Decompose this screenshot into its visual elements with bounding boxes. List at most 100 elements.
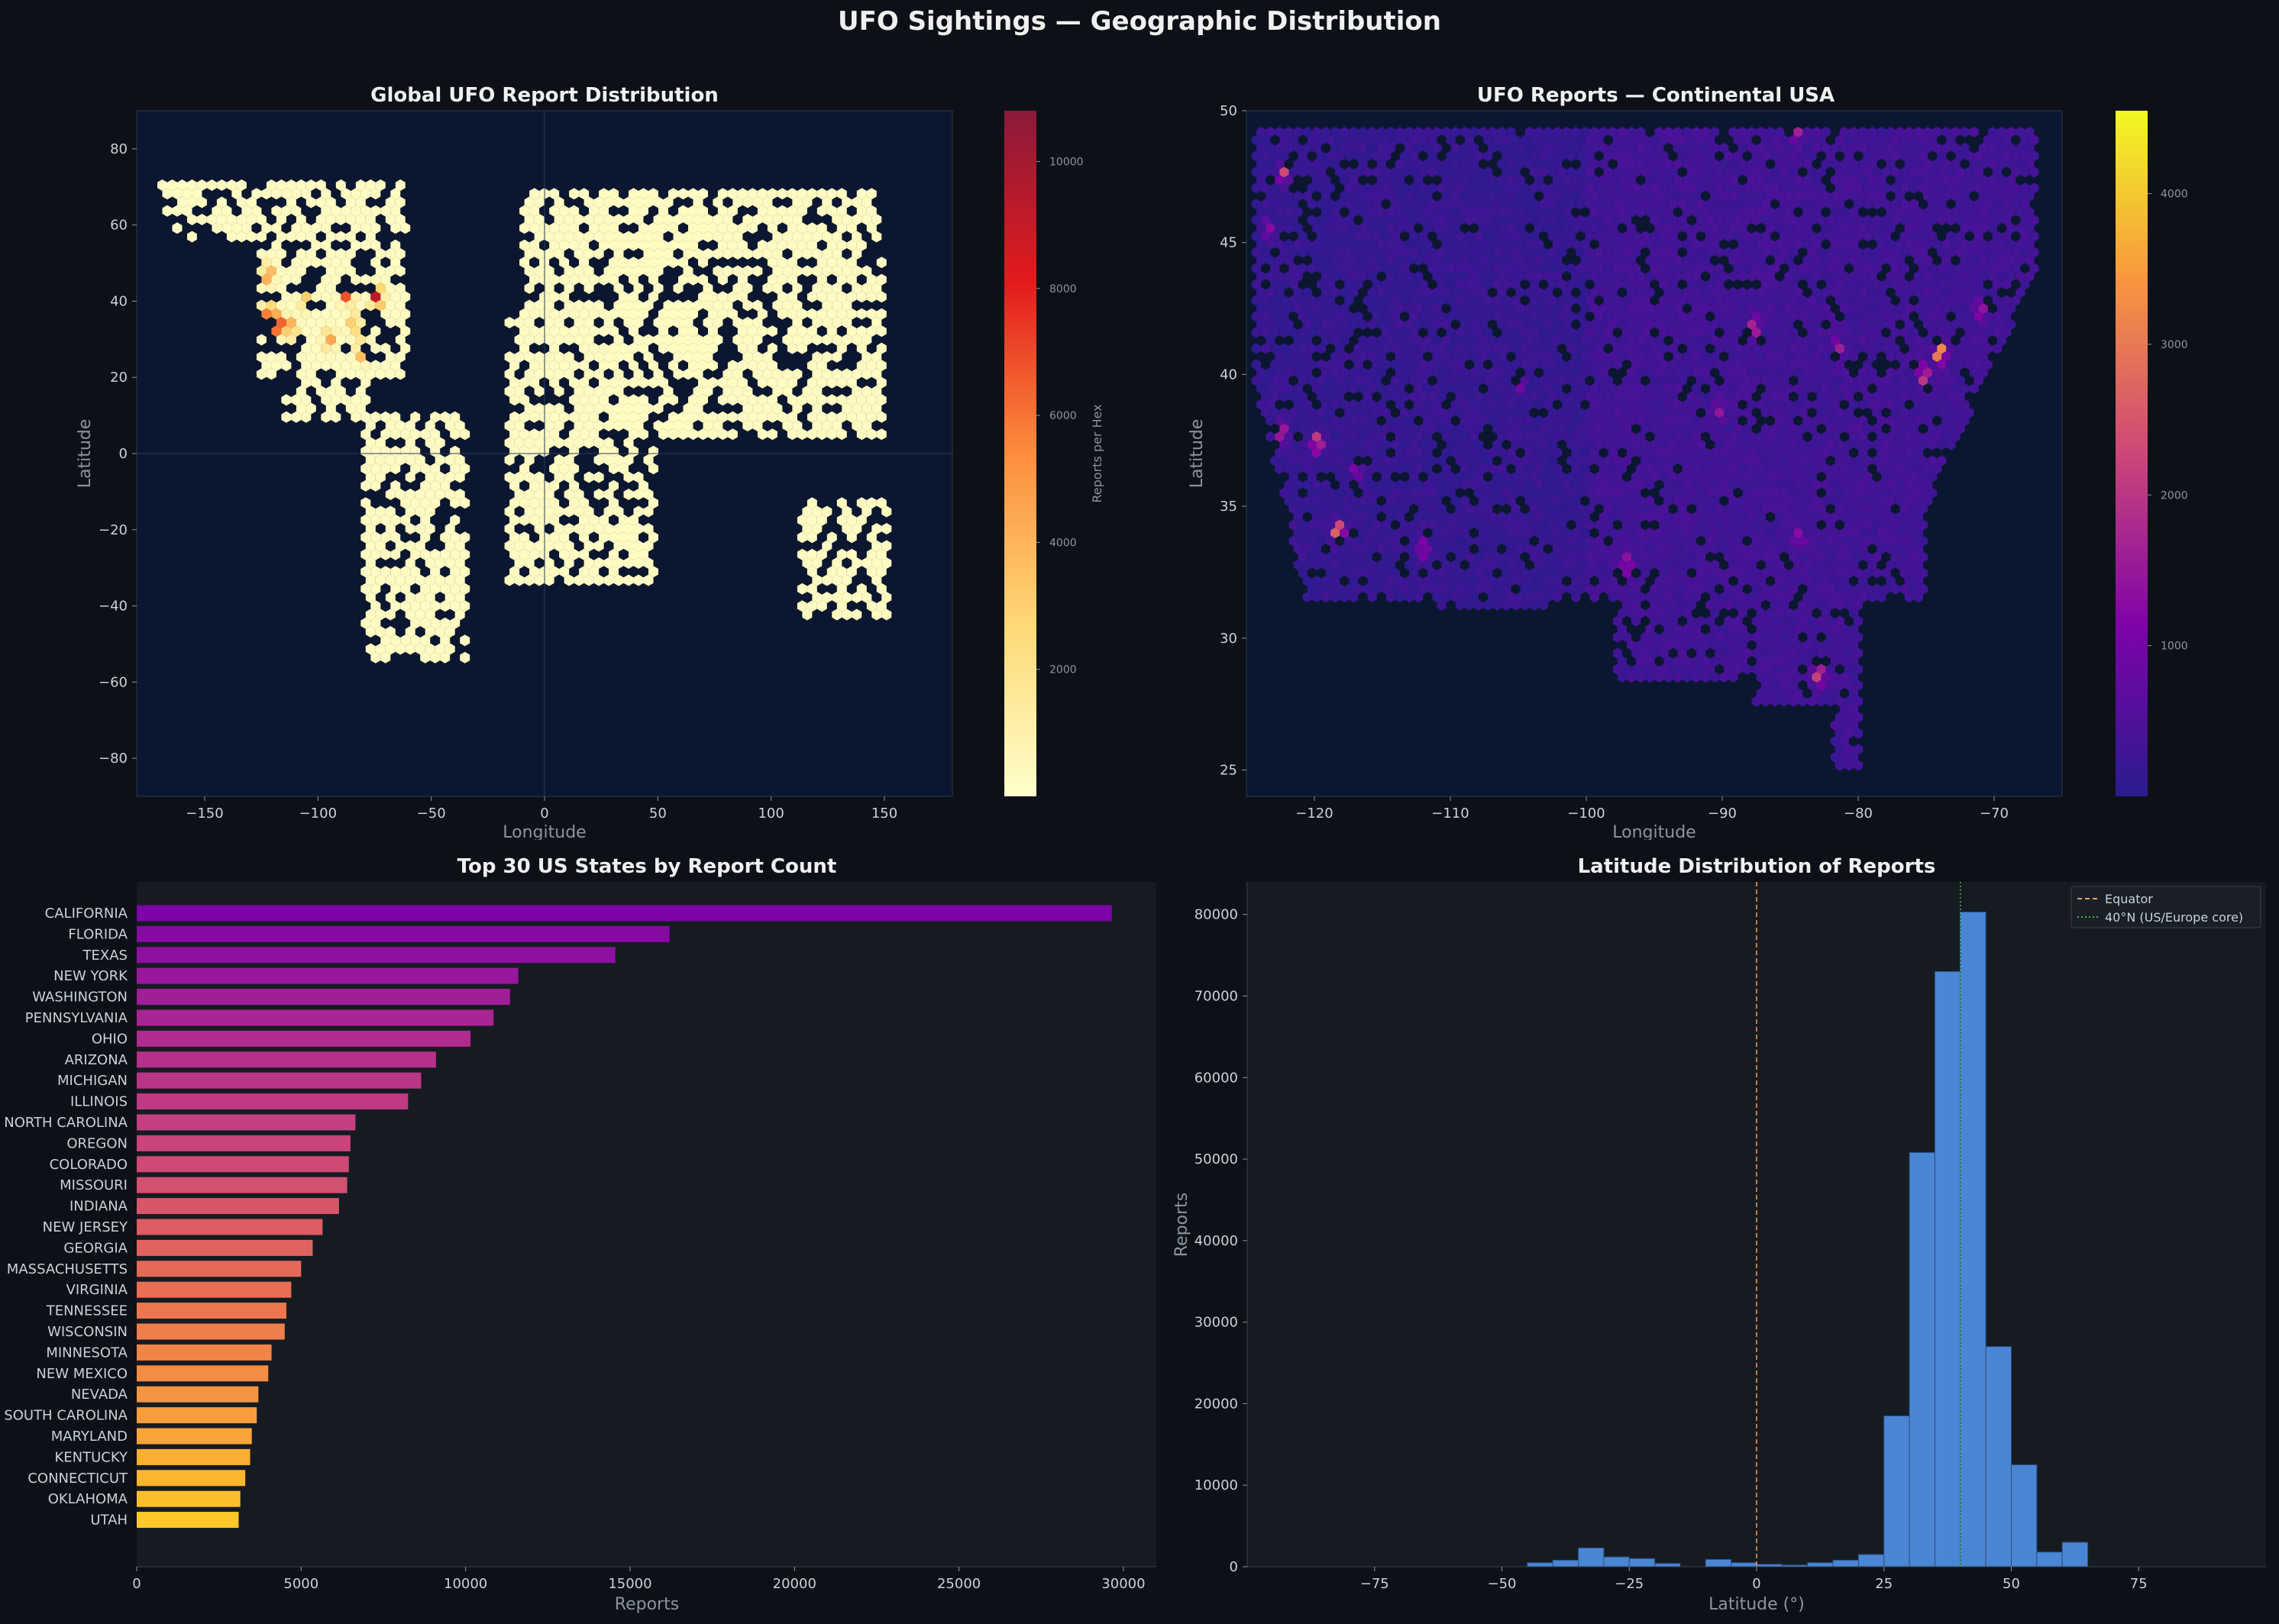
- usa-hex-cell: [1728, 223, 1738, 234]
- global-hex-cell: [613, 557, 624, 569]
- usa-hex-cell: [1821, 303, 1831, 314]
- usa-hex-cell: [1641, 407, 1650, 418]
- usa-hex-cell: [1627, 287, 1637, 298]
- usa-hex-cell: [1872, 423, 1882, 434]
- usa-hex-cell: [1886, 351, 1896, 362]
- global-hex-cell: [866, 428, 877, 441]
- usa-hex-cell: [1636, 431, 1646, 442]
- global-hex-cell: [633, 317, 644, 328]
- usa-hex-cell: [1696, 263, 1706, 274]
- global-hex-cell: [341, 291, 351, 303]
- usa-hex-cell: [1400, 343, 1410, 354]
- global-hex-cell: [305, 179, 316, 191]
- usa-hex-cell: [1502, 231, 1511, 242]
- global-hex-cell: [807, 428, 817, 441]
- usa-hex-cell: [1446, 439, 1456, 450]
- usa-hex-cell: [1270, 166, 1280, 178]
- usa-hex-cell: [1650, 311, 1660, 322]
- usa-hex-cell: [1464, 166, 1474, 178]
- global-hex-cell: [643, 557, 654, 569]
- global-hex-cell: [717, 308, 728, 320]
- usa-hex-cell: [1385, 127, 1395, 137]
- global-hex-cell: [524, 299, 535, 312]
- global-hex-cell: [807, 239, 817, 251]
- usa-hex-cell: [1696, 327, 1706, 338]
- usa-hex-cell: [2006, 239, 2016, 250]
- usa-hex-cell: [1728, 175, 1738, 186]
- global-hex-cell: [454, 489, 465, 500]
- usa-hex-cell: [1358, 351, 1368, 362]
- global-hex-cell: [574, 334, 584, 346]
- usa-hex-cell: [1987, 271, 1997, 282]
- usa-hex-cell: [1770, 471, 1780, 483]
- global-hex-cell: [325, 214, 336, 225]
- usa-hex-cell: [1742, 199, 1752, 210]
- usa-hex-cell: [2011, 199, 2021, 210]
- global-hex-cell: [569, 497, 580, 509]
- usa-hex-cell: [1400, 279, 1410, 290]
- global-hex-cell: [400, 291, 411, 303]
- usa-hex-cell: [1344, 231, 1354, 242]
- usa-hex-cell: [2016, 271, 2025, 282]
- global-hex-cell: [613, 454, 624, 466]
- usa-hex-cell: [1747, 303, 1757, 314]
- global-hex-cell: [658, 205, 668, 217]
- usa-hex-cell: [1663, 175, 1673, 186]
- global-hex-cell: [256, 368, 267, 380]
- usa-hex-cell: [1784, 271, 1794, 282]
- usa-hex-cell: [1617, 512, 1627, 522]
- global-hex-cell: [812, 334, 823, 346]
- global-hex-cell: [629, 308, 638, 320]
- global-hex-cell: [534, 196, 545, 208]
- global-hex-cell: [633, 265, 644, 277]
- global-hex-cell: [787, 205, 797, 217]
- usa-hex-cell: [1701, 479, 1711, 490]
- usa-hex-cell: [1969, 383, 1979, 394]
- global-hex-cell: [380, 428, 391, 441]
- global-hex-cell: [504, 540, 515, 552]
- usa-hex-cell: [1844, 215, 1854, 226]
- usa-hex-cell: [1978, 239, 1988, 250]
- global-hex-cell: [311, 257, 322, 269]
- usa-hex-cell: [1742, 487, 1752, 499]
- usa-hex-cell: [2020, 199, 2030, 210]
- global-hex-cell: [787, 222, 797, 234]
- usa-hex-cell: [1668, 263, 1678, 274]
- usa-hex-cell: [1627, 351, 1637, 362]
- global-hex-cell: [554, 317, 564, 328]
- usa-hex-cell: [1414, 175, 1424, 186]
- usa-hex-cell: [1830, 143, 1840, 153]
- usa-hex-cell: [1654, 335, 1664, 346]
- global-hex-cell: [629, 445, 638, 457]
- usa-hex-cell: [1964, 327, 1974, 338]
- global-hex-cell: [187, 196, 197, 208]
- global-hex-cell: [797, 342, 807, 354]
- usa-hex-cell: [1724, 231, 1734, 242]
- usa-hex-cell: [1682, 271, 1692, 282]
- usa-hex-cell: [1733, 263, 1743, 274]
- usa-hex-cell: [1515, 223, 1525, 234]
- usa-hex-cell: [1571, 399, 1581, 410]
- usa-hex-cell: [1645, 191, 1655, 202]
- usa-hex-cell: [1284, 207, 1294, 218]
- usa-hex-cell: [1835, 455, 1844, 467]
- global-hex-cell: [812, 557, 823, 569]
- usa-hex-cell: [1886, 479, 1896, 490]
- global-hex-cell: [683, 402, 693, 415]
- usa-hex-cell: [1446, 343, 1456, 354]
- usa-hex-cell: [1960, 303, 1970, 314]
- global-hex-cell: [861, 592, 872, 603]
- global-hex-cell: [812, 592, 823, 603]
- global-hex-cell: [345, 351, 356, 363]
- global-hex-cell: [390, 428, 401, 441]
- usa-hex-cell: [1691, 255, 1701, 266]
- global-hex-cell: [355, 179, 366, 191]
- usa-hex-cell: [2006, 175, 2016, 186]
- global-hex-cell: [633, 214, 644, 225]
- usa-hex-cell: [1751, 247, 1761, 258]
- global-hex-cell: [638, 394, 648, 406]
- usa-hex-cell: [1821, 399, 1831, 410]
- usa-hex-cell: [1372, 455, 1382, 467]
- usa-hex-cell: [1770, 263, 1780, 274]
- global-hex-cell: [713, 248, 723, 260]
